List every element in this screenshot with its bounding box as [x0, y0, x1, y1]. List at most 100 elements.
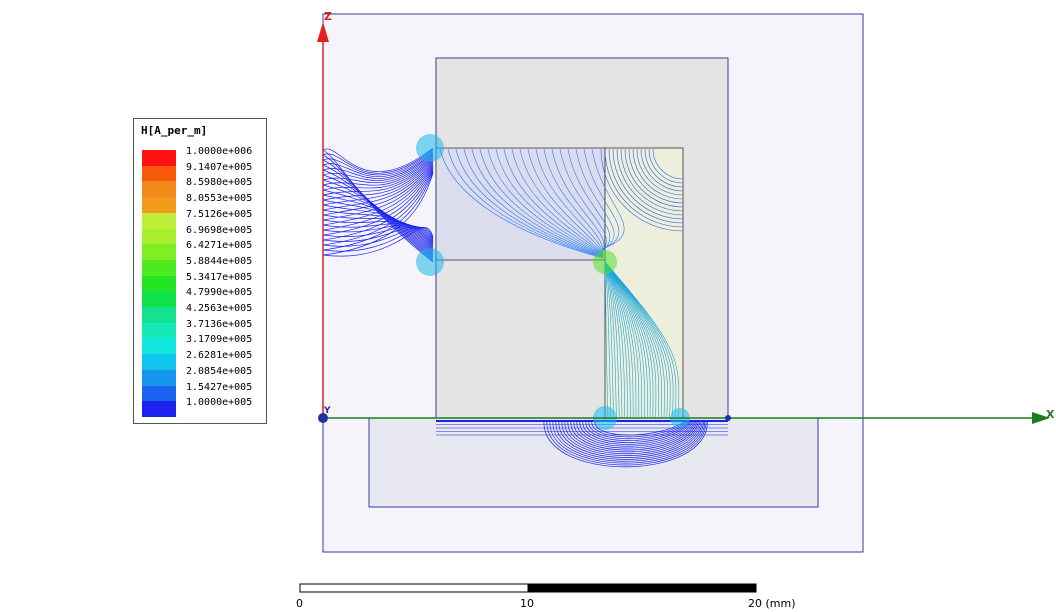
legend-label: 7.5126e+005 — [186, 208, 253, 220]
legend-swatch — [142, 338, 176, 355]
flux-line — [322, 167, 434, 231]
legend-label: 1.0000e+005 — [186, 397, 253, 409]
legend-label: 9.1407e+005 — [186, 161, 253, 173]
flux-line — [322, 174, 434, 257]
flux-line — [561, 419, 701, 456]
legend-swatch — [142, 212, 176, 229]
scale-label-10: 10 — [520, 597, 534, 610]
flux-line — [640, 148, 684, 192]
legend-swatch — [142, 307, 176, 323]
legend-swatch — [142, 322, 176, 339]
flux-line — [604, 261, 668, 418]
legend-label: 5.8844e+005 — [186, 255, 253, 267]
flux-line — [558, 419, 702, 458]
flux-line — [322, 169, 434, 258]
flux-line — [503, 148, 604, 255]
z-axis-label: Z — [324, 10, 332, 23]
flux-line — [652, 148, 684, 180]
legend-label: 5.3417e+005 — [186, 271, 253, 283]
flux-line — [322, 164, 434, 259]
flux-line — [552, 419, 705, 462]
flux-line — [322, 227, 434, 252]
flux-line — [604, 261, 671, 418]
flux-line — [479, 148, 604, 256]
flux-line — [439, 148, 604, 259]
legend-label: 6.9698e+005 — [186, 224, 253, 236]
flux-line — [322, 148, 434, 174]
flux-line — [535, 148, 604, 253]
flux-line — [604, 261, 662, 418]
flux-line — [600, 148, 684, 232]
legend-swatch — [142, 165, 176, 182]
flux-line — [322, 170, 434, 246]
flux-line — [527, 148, 604, 253]
legend-label: 6.4271e+005 — [186, 240, 253, 252]
legend-swatch — [142, 197, 176, 214]
flux-line — [322, 173, 434, 256]
flux-line — [604, 261, 640, 418]
scale-label-20: 20 (mm) — [748, 597, 796, 610]
flux-line — [564, 419, 700, 454]
field-hotspot — [416, 134, 444, 162]
flux-line — [604, 261, 634, 418]
z-axis-arrow — [317, 22, 329, 42]
color-legend: H[A_per_m] 1.0000e+006 9.1407e+005 8.5980e… — [133, 118, 267, 424]
legend-label: 1.5427e+005 — [186, 381, 253, 393]
flux-line — [604, 261, 674, 418]
field-hotspot — [593, 250, 617, 274]
legend-label: 3.7136e+005 — [186, 318, 253, 330]
flux-line — [551, 148, 605, 252]
flux-line — [322, 156, 434, 186]
flux-line — [591, 148, 625, 249]
flux-line — [519, 148, 604, 254]
flux-line — [322, 224, 434, 243]
legend-swatch — [142, 401, 176, 418]
legend-label: 3.1709e+005 — [186, 334, 253, 346]
flux-line — [322, 179, 434, 256]
flux-line — [322, 169, 434, 241]
flux-line — [549, 419, 706, 464]
flux-line — [632, 148, 684, 200]
flux-line — [612, 148, 684, 220]
flux-line — [322, 150, 434, 176]
flux-line — [648, 148, 684, 184]
scale-bar-white — [299, 583, 529, 593]
flux-line — [616, 148, 684, 216]
flux-line — [567, 148, 611, 251]
origin-marker — [318, 413, 328, 423]
flux-line — [575, 148, 615, 250]
flux-line — [567, 419, 699, 453]
flux-line — [511, 148, 604, 254]
flux-line — [628, 148, 684, 204]
flux-line — [604, 261, 654, 418]
legend-swatch — [142, 150, 176, 166]
legend-swatch — [142, 385, 176, 402]
flux-line — [322, 227, 434, 257]
scale-label-0: 0 — [296, 597, 303, 610]
upper-gap-region — [435, 147, 606, 261]
flux-line — [322, 171, 434, 251]
flux-line — [604, 261, 642, 418]
flux-line — [322, 162, 434, 211]
legend-label: 2.0854e+005 — [186, 365, 253, 377]
flux-line — [322, 157, 434, 191]
flux-line — [604, 148, 684, 228]
legend-label: 8.5980e+005 — [186, 177, 253, 189]
legend-label: 1.0000e+006 — [186, 146, 253, 157]
legend-swatch — [142, 275, 176, 292]
flux-line — [604, 261, 651, 418]
scale-bar-black — [527, 583, 757, 593]
flux-line — [583, 148, 620, 250]
x-axis-arrow — [1032, 412, 1050, 424]
flux-line — [322, 147, 434, 172]
flux-line — [322, 153, 434, 181]
flux-line — [471, 148, 604, 257]
flux-line — [644, 148, 684, 188]
flux-line — [604, 261, 648, 418]
flux-line — [447, 148, 604, 258]
flux-line — [604, 261, 660, 418]
flux-line — [604, 261, 617, 418]
legend-swatch — [142, 369, 176, 386]
legend-swatch — [142, 228, 176, 245]
